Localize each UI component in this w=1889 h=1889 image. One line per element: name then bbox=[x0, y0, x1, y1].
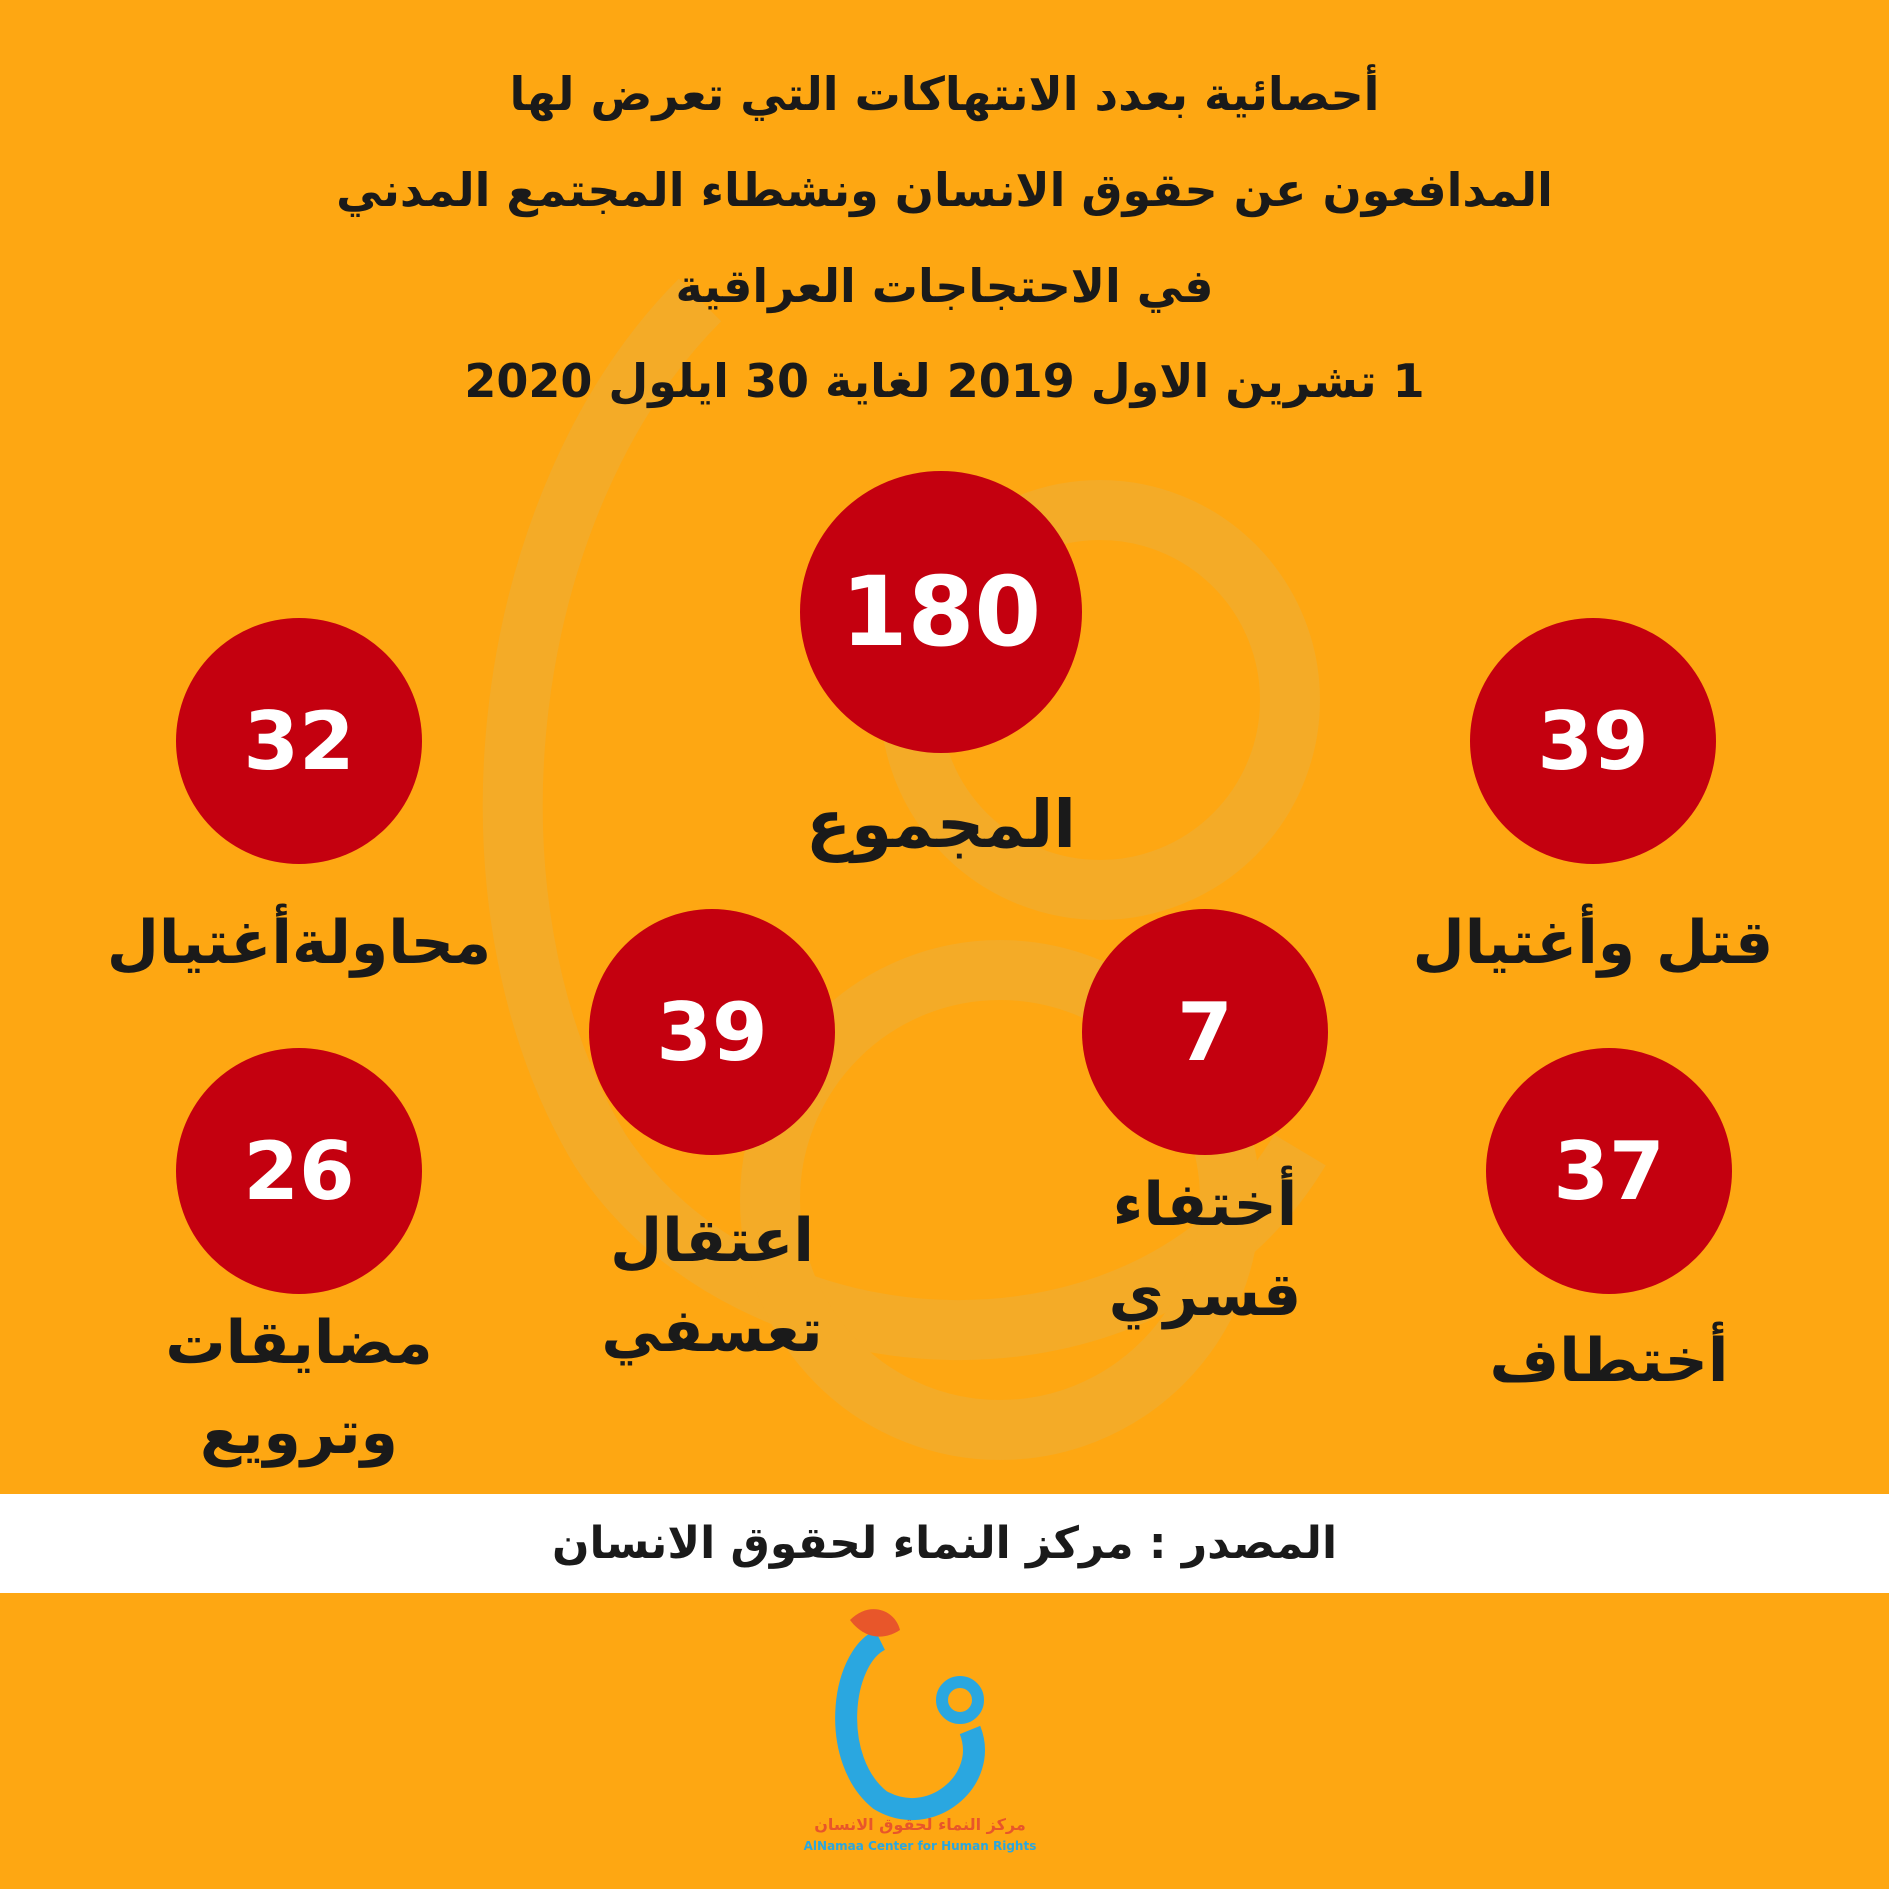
title-line: 1 تشرين الاول 2019 لغاية 30 ايلول 2020 bbox=[464, 354, 1425, 408]
stat-label: مضايقات bbox=[165, 1308, 433, 1378]
logo-dot bbox=[936, 1676, 984, 1724]
source-band bbox=[0, 1494, 1889, 1593]
stat-label: قتل وأغتيال bbox=[1412, 908, 1774, 978]
logo-mark bbox=[835, 1630, 985, 1821]
stat-value: 39 bbox=[1470, 618, 1716, 864]
title-line: المدافعون عن حقوق الانسان ونشطاء المجتمع… bbox=[336, 163, 1553, 217]
stat-label: محاولةأغتيال bbox=[106, 908, 492, 978]
stat-value: 39 bbox=[589, 909, 835, 1155]
stat-value: 32 bbox=[176, 618, 422, 864]
logo-name-ar: مركز النماء لحقوق الانسان bbox=[814, 1815, 1026, 1834]
title-line: أحصائية بعدد الانتهاكات التي تعرض لها bbox=[509, 67, 1380, 121]
stat-label: وترويع bbox=[200, 1398, 398, 1468]
stat-value: 26 bbox=[176, 1048, 422, 1294]
logo: مركز النماء لحقوق الانسان AlNamaa Center… bbox=[804, 1609, 1037, 1853]
stat-label: أختفاء bbox=[1112, 1170, 1298, 1240]
stat-value: 180 bbox=[800, 471, 1082, 753]
stat-value: 7 bbox=[1082, 909, 1328, 1155]
logo-bird bbox=[850, 1609, 900, 1637]
stat-label: تعسفي bbox=[601, 1296, 823, 1366]
stat-value: 37 bbox=[1486, 1048, 1732, 1294]
stat-label: المجموع bbox=[806, 786, 1076, 863]
stat-label: قسري bbox=[1108, 1260, 1302, 1330]
title-line: في الاحتجاجات العراقية bbox=[675, 259, 1214, 313]
source: المصدر : مركز النماء لحقوق الانسان bbox=[551, 1518, 1338, 1569]
stat-label: أختطاف bbox=[1489, 1326, 1729, 1396]
stat-label: اعتقال bbox=[610, 1206, 814, 1276]
logo-name-en: AlNamaa Center for Human Rights bbox=[804, 1839, 1037, 1853]
